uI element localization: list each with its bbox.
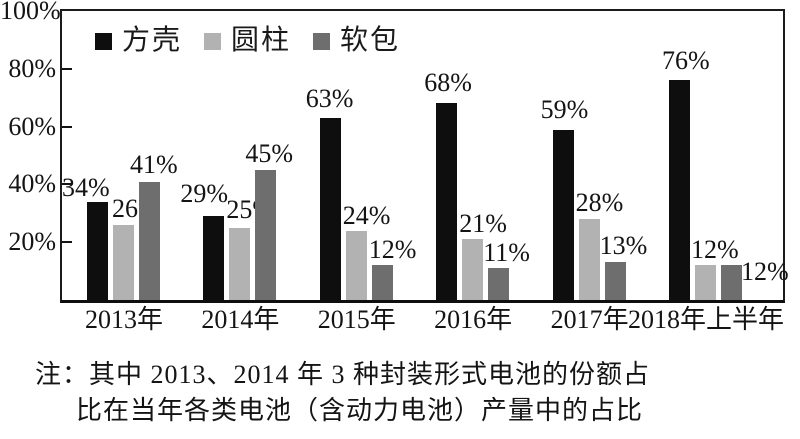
footnote-line-2: 比在当年各类电池（含动力电池）产量中的占比 — [76, 396, 644, 425]
bar-value-label-prismatic-2014年: 29% — [180, 179, 229, 209]
footnote-line-1: 注：其中 2013、2014 年 3 种封装形式电池的份额占 — [35, 357, 650, 393]
bar-pouch-2013年 — [139, 181, 160, 300]
x-axis-label-2016年: 2016年 — [434, 305, 513, 334]
bar-pouch-2014年 — [255, 169, 277, 300]
y-axis-label-100: 100% — [0, 0, 61, 25]
bar-pouch-2018年上半年 — [721, 265, 742, 300]
y-axis-label-20: 20% — [8, 227, 56, 257]
bar-value-label-prismatic-2015年: 63% — [305, 83, 354, 113]
bar-pouch-2017年 — [604, 262, 626, 300]
legend-item-prismatic: 方壳 — [95, 26, 182, 56]
footnote: 注：其中 2013、2014 年 3 种封装形式电池的份额占 比在当年各类电池（… — [35, 357, 650, 429]
bar-value-label-prismatic-2013年: 34% — [62, 172, 110, 202]
legend-item-pouch: 软包 — [313, 26, 400, 56]
bar-prismatic-2014年 — [203, 216, 225, 300]
bar-value-label-pouch-2014年: 45% — [245, 138, 294, 168]
y-axis-tick-40 — [62, 183, 72, 186]
bar-value-label-cylindrical-2015年: 24% — [342, 200, 391, 230]
bar-value-label-pouch-2017年: 13% — [599, 231, 648, 261]
bar-cylindrical-2014年 — [229, 227, 251, 300]
bar-cylindrical-2017年 — [578, 219, 600, 300]
bar-prismatic-2015年 — [319, 117, 341, 300]
bar-value-label-prismatic-2018年上半年: 76% — [662, 46, 710, 76]
legend-label-cylindrical: 圆柱 — [231, 25, 292, 56]
legend-swatch-prismatic — [95, 32, 112, 50]
bar-value-label-cylindrical-2016年: 21% — [459, 209, 507, 239]
y-axis-tick-60 — [62, 125, 72, 128]
y-axis-tick-20 — [62, 241, 72, 244]
legend-label-prismatic: 方壳 — [122, 25, 183, 56]
bar-cylindrical-2015年 — [345, 230, 367, 300]
bar-cylindrical-2013年 — [113, 224, 134, 300]
footnote-text-1: 其中 2013、2014 年 3 种封装形式电池的份额占 — [89, 360, 651, 389]
bar-pouch-2015年 — [371, 265, 393, 300]
plot-area: 方壳 圆柱 软包 34% 29% 63% 68% 59% 76% 26% 25% 24% 21% 2… — [60, 9, 789, 303]
legend-swatch-cylindrical — [204, 32, 222, 50]
y-axis-tick-80 — [62, 67, 72, 70]
bar-value-label-cylindrical-2017年: 28% — [575, 188, 624, 218]
legend-swatch-pouch — [313, 32, 331, 50]
legend-item-cylindrical: 圆柱 — [204, 26, 291, 56]
y-axis-label-80: 80% — [8, 53, 56, 83]
bar-value-label-pouch-2016年: 11% — [483, 238, 530, 268]
bar-value-label-pouch-2013年: 41% — [130, 149, 178, 179]
bar-cylindrical-2016年 — [462, 239, 484, 300]
x-axis-label-2017年: 2017年 — [550, 305, 629, 334]
bar-value-label-cylindrical-2018年上半年: 12% — [691, 235, 739, 265]
bar-prismatic-2016年 — [436, 103, 458, 300]
footnote-prefix: 注： — [35, 360, 90, 389]
bar-cylindrical-2018年上半年 — [695, 265, 716, 300]
bar-value-label-prismatic-2017年: 59% — [540, 94, 589, 124]
x-axis-label-2013年: 2013年 — [84, 305, 163, 334]
bar-value-label-pouch-2015年: 12% — [368, 235, 417, 265]
x-axis-label-2018年上半年: 2018年上半年 — [627, 305, 784, 334]
bar-pouch-2016年 — [488, 268, 510, 300]
bar-prismatic-2017年 — [552, 129, 574, 300]
y-axis-label-60: 60% — [8, 111, 56, 141]
bar-value-label-pouch-2018年上半年: 12% — [741, 257, 789, 287]
x-axis-label-2015年: 2015年 — [317, 305, 396, 334]
y-axis-label-40: 40% — [8, 169, 56, 199]
bar-prismatic-2018年上半年 — [669, 80, 690, 300]
legend-label-pouch: 软包 — [340, 25, 401, 56]
legend: 方壳 圆柱 软包 — [95, 26, 400, 56]
bar-prismatic-2013年 — [87, 201, 108, 300]
x-axis-label-2014年: 2014年 — [201, 305, 280, 334]
bar-value-label-prismatic-2016年: 68% — [424, 68, 472, 98]
